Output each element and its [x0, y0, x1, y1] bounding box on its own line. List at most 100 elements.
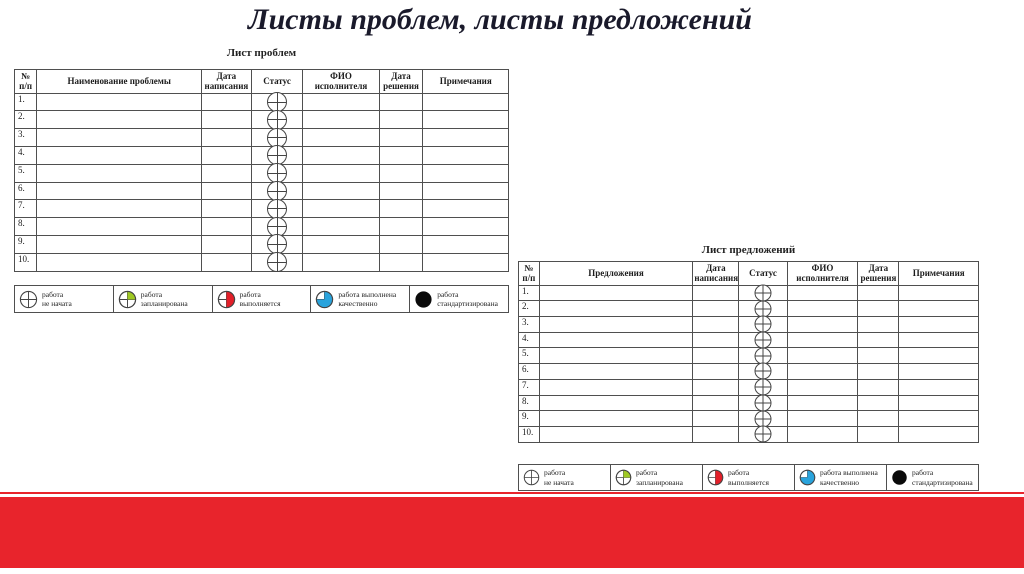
problem-name-cell [36, 181, 203, 201]
row-number-cell: 8. [13, 217, 38, 237]
col-header-executor: ФИО исполнителя [302, 69, 380, 94]
legend-item-label: работа не начата [42, 289, 72, 308]
notes-cell [898, 316, 979, 333]
date-written-cell [692, 394, 740, 412]
row-number-cell: 6. [13, 181, 38, 201]
executor-cell [302, 235, 380, 254]
date-solved-cell [857, 331, 900, 349]
status-cell [250, 127, 304, 148]
header-row: № п/п Предложения Дата написания Статус … [518, 261, 979, 286]
executor-cell [302, 199, 380, 219]
col-header-date-written: Дата написания [692, 261, 740, 286]
status-cell [738, 410, 788, 428]
status-not-started-icon [754, 425, 772, 443]
row-number-cell: 4. [13, 146, 38, 165]
date-solved-cell [378, 163, 424, 183]
table-row: 9. [518, 410, 979, 428]
date-solved-cell [857, 300, 900, 318]
legend-item-label: работа не начата [544, 468, 574, 487]
status-not-started-icon [523, 469, 540, 486]
status-not-started-icon [754, 378, 772, 396]
legend-item-label: работа запланирована [140, 289, 188, 308]
status-cell [738, 300, 788, 318]
table-row: 6. [13, 181, 509, 202]
status-cell [738, 425, 788, 443]
status-legend-suggestions: работа не начата работа запланирована ра… [518, 464, 979, 491]
date-solved-cell [378, 235, 424, 254]
bottom-accent-line [0, 492, 1024, 494]
notes-cell [422, 110, 509, 130]
table-row: 10. [518, 425, 979, 443]
suggestion-cell [538, 316, 694, 333]
executor-cell [786, 378, 859, 396]
executor-cell [786, 363, 859, 380]
date-solved-cell [378, 199, 424, 219]
table-row: 5. [13, 163, 509, 184]
table-row: 2. [518, 300, 979, 318]
executor-cell [786, 425, 859, 443]
table-row: 1. [518, 284, 979, 302]
executor-cell [786, 300, 859, 318]
status-not-started-icon [267, 109, 288, 130]
executor-cell [786, 410, 859, 427]
date-solved-cell [857, 394, 900, 412]
notes-cell [898, 425, 979, 443]
status-not-started-icon [267, 92, 288, 113]
status-cell [250, 234, 304, 255]
date-written-cell [692, 347, 740, 365]
status-not-started-icon [754, 410, 772, 428]
problem-name-cell [36, 146, 203, 165]
col-header-status: Статус [250, 69, 304, 94]
notes-cell [422, 92, 509, 112]
status-not-started-icon [754, 284, 772, 302]
status-cell [250, 163, 304, 184]
col-header-problem-name: Наименование проблемы [36, 69, 203, 94]
executor-cell [302, 163, 380, 183]
notes-cell [422, 252, 509, 272]
date-solved-cell [378, 217, 424, 237]
problem-name-cell [36, 110, 203, 130]
notes-cell [898, 284, 979, 302]
status-not-started-icon [19, 290, 38, 308]
date-written-cell [201, 199, 252, 219]
date-solved-cell [378, 181, 424, 201]
status-not-started-icon [754, 300, 772, 318]
row-number-cell: 2. [13, 110, 38, 130]
status-done-quality-icon [799, 469, 816, 486]
status-not-started-icon [267, 181, 288, 202]
legend-item-done-quality: работа выполнена качественно [794, 465, 886, 490]
date-written-cell [201, 92, 252, 112]
status-not-started-icon [267, 198, 288, 219]
date-written-cell [692, 425, 740, 443]
notes-cell [898, 300, 979, 318]
executor-cell [302, 128, 380, 148]
status-standardized-icon [415, 290, 432, 308]
row-number-cell: 10. [518, 425, 540, 443]
col-header-suggestion: Предложения [538, 261, 694, 286]
legend-item-planned: работа запланирована [112, 286, 212, 312]
problem-name-cell [36, 217, 203, 237]
executor-cell [302, 217, 380, 237]
status-cell [738, 331, 788, 349]
legend-item-label: работа выполнена качественно [820, 468, 878, 487]
table-row: 2. [13, 109, 509, 130]
problem-name-cell [36, 92, 203, 112]
suggestion-sheet-table: № п/п Предложения Дата написания Статус … [518, 261, 979, 443]
notes-cell [422, 163, 509, 183]
status-not-started-icon [754, 331, 772, 349]
problem-name-cell [36, 199, 203, 219]
date-written-cell [201, 252, 252, 272]
status-cell [738, 347, 788, 365]
suggestion-cell [538, 410, 694, 427]
executor-cell [302, 146, 380, 165]
col-header-num: № п/п [13, 69, 38, 94]
status-cell [250, 252, 304, 273]
date-solved-cell [857, 316, 900, 333]
status-not-started-icon [267, 252, 288, 273]
executor-cell [786, 316, 859, 333]
date-solved-cell [857, 347, 900, 365]
row-number-cell: 9. [13, 235, 38, 254]
executor-cell [302, 252, 380, 272]
date-solved-cell [857, 284, 900, 302]
date-written-cell [201, 146, 252, 165]
